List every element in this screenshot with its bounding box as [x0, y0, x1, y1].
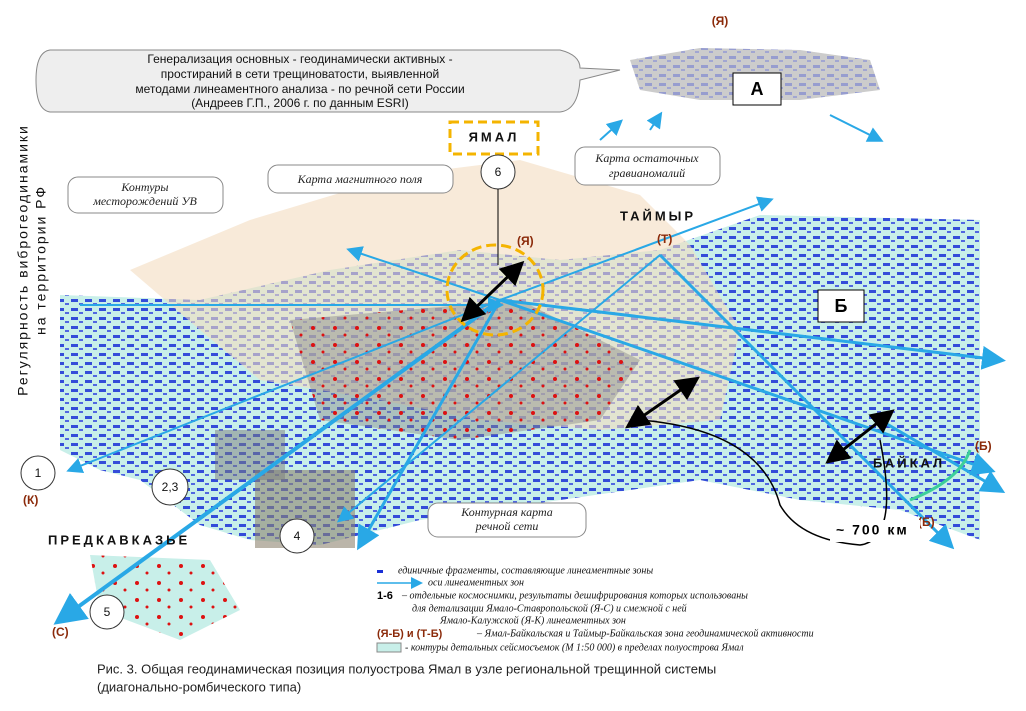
code: (С): [52, 625, 69, 639]
note-box: [67, 176, 224, 214]
callout-line: методами линеаментного анализа - по речн…: [135, 82, 464, 96]
callout-line: простираний в сети трещиноватости, выявл…: [161, 67, 439, 81]
baikal-label: БАЙКАЛ: [873, 455, 945, 470]
callout-line: (Андреев Г.П., 2006 г. по данным ESRI): [191, 96, 409, 110]
note: Контуры: [120, 180, 168, 194]
note: Контурная карта: [460, 505, 553, 519]
axis-arrows: [460, 260, 895, 464]
note: речной сети: [475, 519, 539, 533]
legend-swatch: [376, 642, 402, 653]
caption: Рис. 3. Общая геодинамическая позиция по…: [97, 661, 716, 676]
taymyr-label: ТАЙМЫР: [620, 208, 696, 223]
code: (Б): [975, 439, 992, 453]
code: (Т): [657, 232, 672, 246]
predkavkazye-label: ПРЕДКАВКАЗЬЕ: [48, 532, 190, 547]
legend: единичные фрагменты, составляющие линеам…: [376, 565, 814, 653]
side-label-line: на территории РФ: [33, 185, 49, 335]
notes: Карта остаточных гравианомалий Карта маг…: [67, 146, 721, 538]
note: Карта магнитного поля: [297, 172, 423, 186]
scene-number: 5: [104, 605, 111, 619]
lineaments: [53, 111, 1006, 625]
legend-key: 1-6: [377, 590, 393, 602]
scene-number: 1: [35, 466, 42, 480]
yamal-box: [448, 120, 540, 156]
legend-text: – отдельные космоснимки, результаты деши…: [401, 590, 748, 601]
distance-bg: [830, 520, 920, 542]
distance-curve: [639, 419, 888, 546]
region-box: [817, 289, 865, 323]
note: Карта остаточных: [594, 151, 699, 165]
code: (Я): [517, 234, 534, 248]
scene-circle: [20, 455, 56, 491]
callout-line: Генерализация основных - геодинамически …: [147, 52, 452, 66]
legend-text: единичные фрагменты, составляющие линеам…: [398, 565, 653, 576]
legend-text: - контуры детальных сейсмосъемок (М 1:50…: [405, 642, 744, 653]
legend-text: Ямало-Калужской (Я-К) линеаментных зон: [439, 615, 626, 626]
inset-box: [732, 72, 782, 106]
note-box: [427, 502, 587, 538]
scene-circle: [151, 468, 189, 506]
callout: Генерализация основных - геодинамически …: [135, 52, 464, 110]
inset-label: А: [751, 79, 764, 99]
side-label: Регулярность виброгеодинамики на террито…: [15, 124, 49, 396]
side-label-line: Регулярность виброгеодинамики: [15, 124, 31, 396]
yamal-label: ЯМАЛ: [469, 129, 520, 144]
code: (Б): [918, 515, 935, 529]
note: месторождений УВ: [92, 194, 197, 208]
note-box: [267, 164, 454, 194]
scene-circle: [89, 594, 125, 630]
scene-number: 6: [495, 165, 502, 179]
legend-text: – Ямал-Байкальская и Таймыр-Байкальская …: [476, 628, 814, 639]
legend-text: оси линеаментных зон: [428, 577, 524, 588]
scene-circle: [279, 518, 315, 554]
baikal-arc: [909, 449, 972, 502]
legend-swatch: [377, 570, 383, 573]
map: [60, 48, 980, 640]
caption: (диагонально-ромбического типа): [97, 679, 301, 694]
legend-key: (Я-Б) и (Т-Б): [377, 628, 443, 640]
legend-text: для детализации Ямало-Ставропольской (Я-…: [412, 603, 687, 614]
yamal-zone: [445, 243, 545, 337]
region-label: Б: [835, 296, 848, 316]
scene-markers: [20, 154, 516, 630]
note: гравианомалий: [609, 166, 685, 180]
scene-number: 2,3: [162, 480, 179, 494]
code: (К): [23, 493, 38, 507]
distance: ~ 700 км: [836, 522, 909, 538]
callout-bubble: [35, 49, 621, 113]
scene-number: 4: [294, 529, 301, 543]
note-box: [574, 146, 721, 186]
inset-code: (Я): [712, 14, 729, 28]
